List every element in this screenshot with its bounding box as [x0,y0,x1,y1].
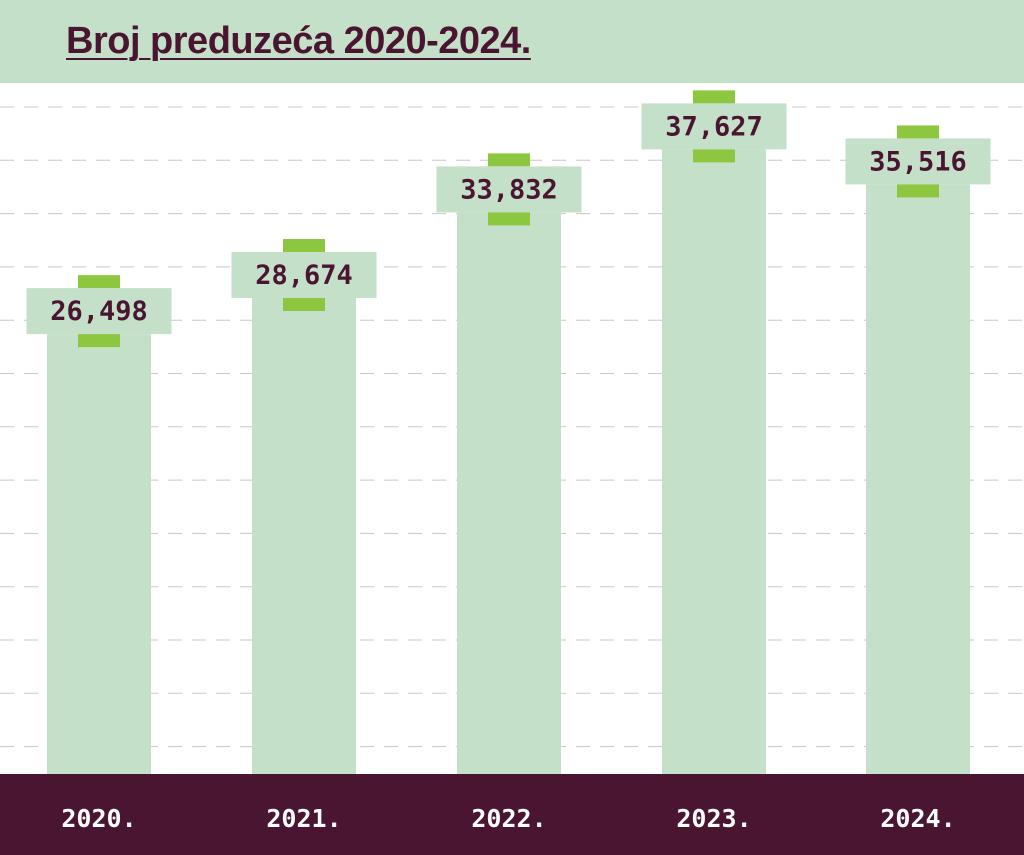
value-label: 33,832 [460,174,558,205]
value-accent-top [283,239,325,253]
bar [47,334,151,774]
bar [662,149,766,775]
value-accent-top [897,125,939,139]
value-accent-top [693,90,735,104]
value-label: 35,516 [869,146,967,177]
value-label: 26,498 [50,296,148,327]
bar [252,298,356,774]
value-label-box [436,166,582,213]
x-tick-label: 2021. [266,804,342,833]
bars: 26,498 28,674 33,832 37,627 35,516 [26,90,991,775]
value-label: 37,627 [665,111,763,142]
value-accent-top [488,153,530,167]
chart-title: Broj preduzeća 2020-2024. [66,20,531,62]
value-accent-bottom [78,334,120,348]
x-tick-label: 2022. [471,804,547,833]
title-banner: Broj preduzeća 2020-2024. [0,0,1024,83]
value-label: 28,674 [255,260,353,291]
value-label-box [26,288,172,335]
x-tick-label: 2023. [676,804,752,833]
x-tick-label: 2024. [880,804,956,833]
x-tick-label: 2020. [61,804,137,833]
value-accent-top [78,275,120,289]
value-label-box [845,138,991,185]
value-label-box [641,103,787,150]
value-accent-bottom [488,212,530,226]
x-axis-band: 2020. 2021. 2022. 2023. 2024. [0,774,1024,855]
value-accent-bottom [693,149,735,163]
value-label-box [231,252,377,299]
bar [457,212,561,774]
value-accent-bottom [897,184,939,198]
value-accent-bottom [283,298,325,312]
bar [866,184,970,775]
